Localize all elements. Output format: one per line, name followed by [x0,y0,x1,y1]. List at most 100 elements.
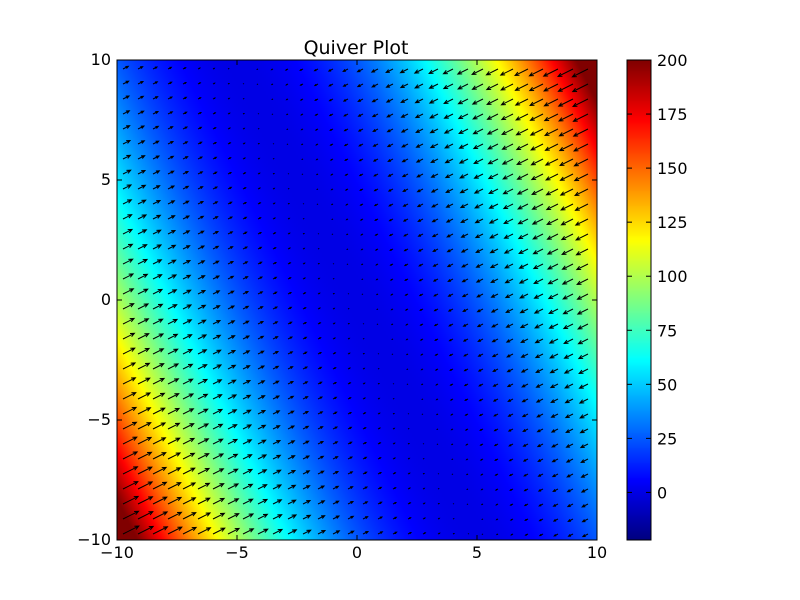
quiver-arrow [457,113,469,120]
quiver-arrow [272,425,281,430]
quiver-arrow [487,173,499,180]
quiver-arrow [385,98,394,103]
quiver-arrow [257,291,264,295]
quiver-arrow [197,453,210,460]
quiver-arrow [433,293,439,297]
quiver-arrow [442,83,454,90]
quiver-arrow [137,392,152,400]
quiver-arrow [332,426,339,430]
quiver-arrow [287,291,293,295]
quiver-arrow [182,126,189,130]
quiver-arrow [377,397,381,400]
quiver-arrow [487,143,499,150]
quiver-arrow [492,398,499,402]
quiver-arrow [385,83,394,88]
quiver-arrow [559,188,574,196]
quiver-arrow [227,127,232,130]
quiver-arrow [122,80,130,85]
quiver-arrow [550,398,559,403]
quiver-arrow [182,230,191,235]
quiver-arrow [122,228,134,235]
quiver-arrow [314,98,319,101]
quiver-arrow [446,248,454,253]
quiver-arrow [227,483,240,490]
quiver-arrow [302,307,307,310]
colorbar-tick-label: 100 [657,267,688,286]
quiver-arrow [445,218,454,223]
quiver-arrow [446,233,454,238]
quiver-arrow [332,470,340,475]
quiver-arrow [476,293,484,298]
quiver-arrow [152,81,159,85]
quiver-arrow [572,128,589,137]
quiver-arrow [565,428,574,433]
quiver-arrow [362,397,367,400]
quiver-arrow [566,503,574,508]
quiver-arrow [343,128,349,132]
quiver-arrow [317,292,321,295]
quiver-arrow [536,443,544,448]
quiver-arrow [492,383,499,387]
quiver-arrow [371,98,379,103]
quiver-arrow [565,458,574,463]
quiver-arrow [548,323,559,329]
quiver-arrow [227,246,234,250]
quiver-arrow [242,172,247,175]
quiver-arrow [227,201,233,205]
quiver-arrow [137,318,150,325]
quiver-arrow [579,413,589,419]
quiver-arrow [528,83,544,92]
quiver-arrow [167,437,181,445]
quiver-arrow [287,380,295,385]
quiver-arrow [548,308,559,314]
quiver-arrow [152,140,160,145]
quiver-arrow [257,380,266,385]
quiver-arrow [405,353,409,356]
quiver-arrow [518,278,529,284]
quiver-arrow [137,333,150,340]
quiver-arrow [257,246,263,250]
quiver-arrow [476,323,484,328]
quiver-arrow [433,308,439,312]
quiver-arrow [420,368,424,371]
quiver-arrow [575,263,589,271]
colorbar: 0 25 50 75 100 125 150 175 200 [626,51,688,541]
quiver-arrow [287,455,296,460]
quiver-arrow [509,488,514,491]
quiver-arrow [182,259,192,265]
quiver-arrow [212,483,225,490]
quiver-arrow [182,378,194,385]
quiver-arrow [347,530,355,535]
quiver-arrow [167,170,175,175]
quiver-arrow [390,323,394,326]
quiver-arrow [182,111,188,115]
quiver-arrow [475,248,484,253]
quiver-arrow [490,278,499,283]
quiver-arrow [489,233,499,239]
quiver-arrow [501,158,514,165]
quiver-arrow [257,335,265,340]
quiver-arrow [458,128,469,134]
quiver-arrow [449,383,454,386]
quiver-arrow [503,233,514,239]
quiver-arrow [480,503,484,506]
quiver-arrow [122,362,137,370]
quiver-arrow [137,377,151,385]
quiver-arrow [342,98,349,102]
quiver-arrow [445,203,454,208]
quiver-arrow [370,68,379,73]
quiver-arrow [137,110,145,115]
quiver-arrow [328,83,334,87]
quiver-arrow [434,338,439,341]
quiver-arrow [212,527,226,535]
quiver-arrow [137,184,147,190]
quiver-arrow [432,263,439,267]
quiver-arrow [464,413,469,416]
quiver-arrow [415,158,424,163]
quiver-arrow [573,173,589,182]
quiver-arrow [257,513,269,520]
quiver-arrow [212,497,226,505]
quiver-arrow [345,218,349,221]
quiver-arrow [287,321,293,325]
quiver-arrow [372,128,379,132]
